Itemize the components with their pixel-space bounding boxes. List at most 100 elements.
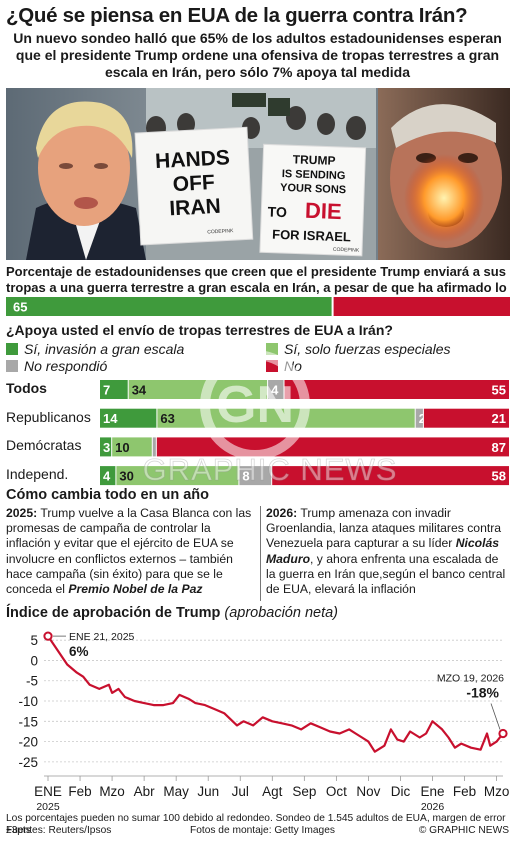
legend-swatch-na <box>6 360 18 372</box>
legend-full: Sí, invasión a gran escala <box>6 341 184 358</box>
bar-label-1-0: 14 <box>103 411 118 426</box>
bar-label-1-3: 21 <box>492 411 506 426</box>
row-label-independ: Independ. <box>6 466 69 482</box>
bar-3-series-3 <box>272 466 509 486</box>
footer-photos: Fotos de montaje: Getty Images <box>190 825 335 836</box>
x-tick-label: Mzo <box>99 784 125 799</box>
x-tick-label: Mzo <box>484 784 510 799</box>
bar-label-3-1: 30 <box>119 469 133 484</box>
year-label: 2026 <box>421 801 445 812</box>
row-label-democratas: Demócratas <box>6 437 82 453</box>
bar-label-2-1: 10 <box>115 440 129 455</box>
bar-2-series-1 <box>112 437 152 457</box>
bar-2-series-2 <box>152 437 156 457</box>
annotation-start-date: ENE 21, 2025 <box>69 631 135 643</box>
bar-3-series-1 <box>116 466 239 486</box>
bar-label-3-0: 4 <box>103 469 111 484</box>
cambia-2025-year: 2025: <box>6 506 38 520</box>
approval-title-main: Índice de aprobación de Trump <box>6 605 221 621</box>
page-title: ¿Qué se piensa en EUA de la guerra contr… <box>6 4 468 27</box>
cambia-2026-emph: Nicolás Maduro <box>266 536 500 566</box>
bar-label-3-2: 8 <box>242 469 249 484</box>
legend-label-special: Sí, solo fuerzas especiales <box>284 341 451 357</box>
watermark-text: GRAPHIC NEWS <box>142 452 398 488</box>
sign1-line-3: IRAN <box>169 195 221 221</box>
sign2-line-4: TO <box>267 204 287 221</box>
y-tick-label: 5 <box>30 633 38 648</box>
y-tick-label: -5 <box>26 674 38 689</box>
cambia-title: Cómo cambia todo en un año <box>6 487 210 503</box>
sign2-line-5: DIE <box>305 198 343 224</box>
row-label-republicanos: Republicanos <box>6 409 91 425</box>
footer-sources: Fuentes: Reuters/Ipsos <box>6 825 112 836</box>
x-tick-label: Nov <box>356 784 380 799</box>
bar-1-series-3 <box>423 408 509 428</box>
legend-label-na: No respondió <box>24 358 108 374</box>
footer-credit: © GRAPHIC NEWS <box>418 825 509 836</box>
expect-bar-rest <box>333 297 510 316</box>
annotation-start-value: 6% <box>69 644 89 659</box>
bar-label-1-1: 63 <box>160 411 174 426</box>
legend-label-full: Sí, invasión a gran escala <box>24 341 185 357</box>
x-tick-label: Jun <box>197 784 219 799</box>
sign2-line-1: TRUMP <box>293 152 336 167</box>
bar-0-series-3 <box>284 380 509 399</box>
x-tick-label: Ene <box>420 784 444 799</box>
x-tick-label: May <box>163 784 189 799</box>
photo-montage: HANDS OFF IRAN CODEPINK TRUMP IS SENDING… <box>6 88 510 260</box>
approval-line-chart: 5 0 -5 -10 -15 -20 -25 ENE Feb Mzo Abr May Jun Jul Agt… <box>18 631 510 812</box>
approval-title-sub: (aprobación neta) <box>224 605 339 621</box>
expect-bar-yes <box>6 297 332 316</box>
bar-3-series-0 <box>100 466 116 486</box>
cambia-2025: 2025: Trump vuelve a la Casa Blanca con … <box>6 506 256 597</box>
x-tick-label: Feb <box>453 784 476 799</box>
y-tick-label: -20 <box>18 735 38 750</box>
x-tick-label: ENE <box>34 784 62 799</box>
x-tick-label: Sep <box>292 784 316 799</box>
support-question: ¿Apoya usted el envío de tropas terrestr… <box>6 322 393 338</box>
bar-label-0-3: 55 <box>492 383 506 398</box>
row-label-todos: Todos <box>6 380 47 396</box>
year-label: 2025 <box>36 801 60 812</box>
cambia-2026-text1: Trump amenaza con invadir Groenlandia, l… <box>266 506 502 551</box>
x-tick-label: Agt <box>262 784 283 799</box>
y-tick-label: 0 <box>30 653 38 668</box>
cambia-divider <box>260 506 261 601</box>
sign2-line-2: IS SENDING <box>282 168 346 182</box>
annotation-end-leader <box>490 703 501 730</box>
bar-label-0-1: 34 <box>132 383 147 398</box>
annotation-end-date: MZO 19, 2026 <box>437 672 504 684</box>
approval-title: Índice de aprobación de Trump (aprobació… <box>6 605 338 622</box>
sign1-line-2: OFF <box>172 171 215 196</box>
cambia-2025-emph: Premio Nobel de la Paz <box>68 582 203 597</box>
approval-series-line <box>47 635 504 753</box>
legend-special: Sí, solo fuerzas especiales <box>266 341 451 358</box>
approval-point-start <box>43 631 53 641</box>
bar-label-2-3: 87 <box>492 440 506 455</box>
watermark-logo: GN <box>216 376 294 434</box>
x-tick-label: Abr <box>134 784 156 799</box>
x-tick-label: Jul <box>232 784 249 799</box>
approval-point-end <box>498 728 508 739</box>
bar-label-0-0: 7 <box>103 383 110 398</box>
sign2-small: CODEPINK <box>333 247 360 254</box>
bar-0-series-0 <box>100 380 128 399</box>
bar-label-1-2: 2 <box>419 411 426 426</box>
annotation-end-value: -18% <box>466 684 499 700</box>
sign2-line-6: FOR ISRAEL <box>272 227 351 245</box>
sign1-small: CODEPINK <box>207 228 234 235</box>
footer-row: Fuentes: Reuters/Ipsos Fotos de montaje:… <box>6 825 509 837</box>
expect-value-label: 65 <box>13 300 27 315</box>
y-tick-label: -25 <box>18 755 38 770</box>
cambia-2025-text: Trump vuelve a la Casa Blanca con las pr… <box>6 506 252 597</box>
sign1-line-1: HANDS <box>155 146 231 173</box>
cambia-2026-year: 2026: <box>266 506 298 520</box>
bar-2-series-0 <box>100 437 112 457</box>
sign2-line-3: YOUR SONS <box>280 182 346 196</box>
x-tick-label: Oct <box>326 784 347 799</box>
bar-1-series-2 <box>415 408 423 428</box>
x-tick-label: Dic <box>391 784 411 799</box>
x-tick-label: Feb <box>68 784 91 799</box>
legend-swatch-full <box>6 343 18 355</box>
photo-montage-illustration: HANDS OFF IRAN CODEPINK TRUMP IS SENDING… <box>6 88 510 260</box>
